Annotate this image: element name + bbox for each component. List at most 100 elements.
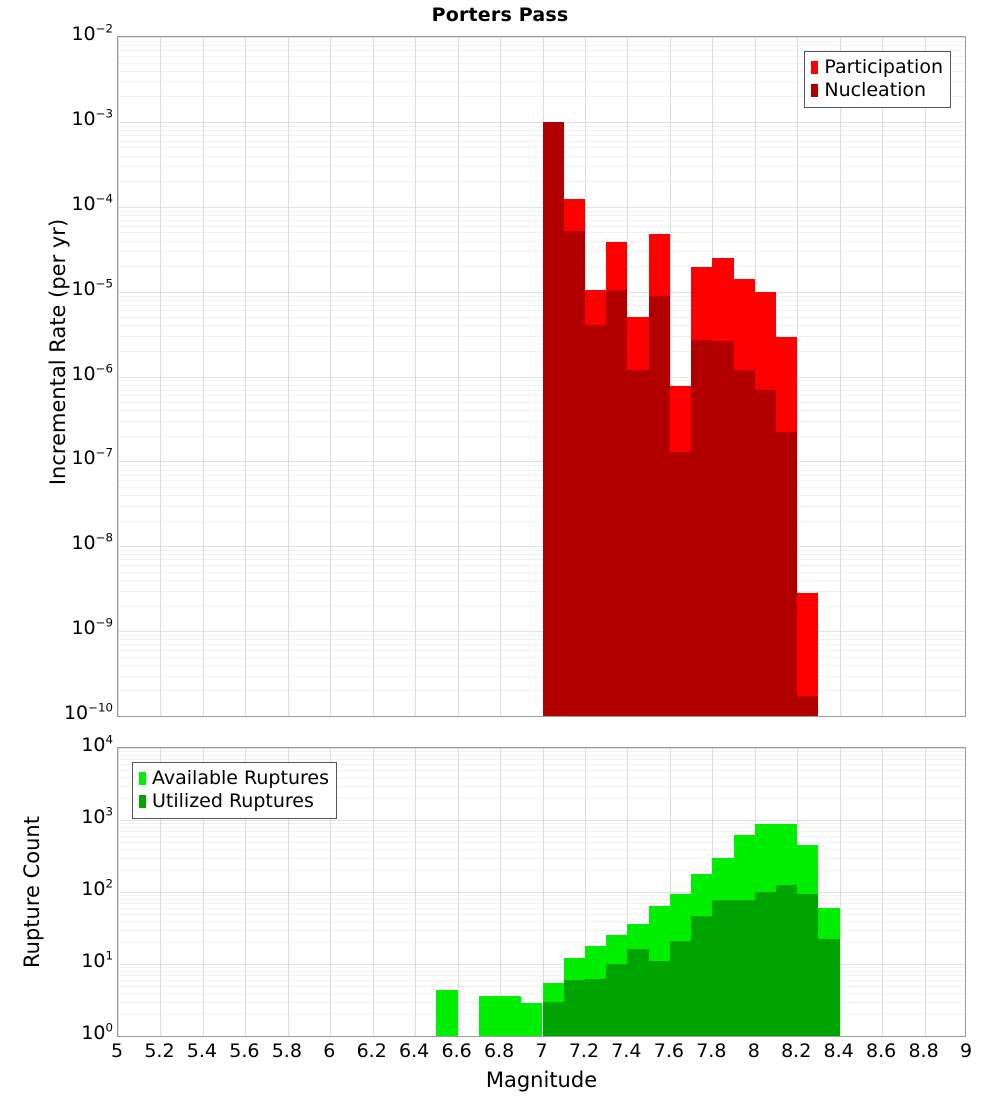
y-tick-label: 103 xyxy=(81,804,113,828)
bar-nucleation xyxy=(691,339,713,716)
bar-utilized-ruptures xyxy=(542,1001,564,1036)
y-tick-label: 102 xyxy=(81,876,113,900)
bar-utilized-ruptures xyxy=(563,979,585,1036)
bar-group xyxy=(797,748,819,1036)
bar-group xyxy=(733,37,755,716)
x-tick-label: 6.8 xyxy=(483,1040,515,1062)
x-tick-label: 7.2 xyxy=(568,1040,600,1062)
bar-group xyxy=(606,748,628,1036)
bar-nucleation xyxy=(648,296,670,716)
y-tick-label: 101 xyxy=(81,948,113,972)
bar-nucleation xyxy=(797,696,819,716)
x-tick-label: 7.6 xyxy=(653,1040,684,1062)
y-tick-label: 10−7 xyxy=(71,446,113,470)
x-tick-label: 7.4 xyxy=(611,1040,642,1062)
bar-group xyxy=(754,37,776,716)
bar-available-ruptures xyxy=(521,1002,543,1036)
x-tick-label: 8.6 xyxy=(865,1040,897,1062)
bar-utilized-ruptures xyxy=(584,978,607,1036)
bar-group xyxy=(775,748,798,1036)
participation-swatch-icon xyxy=(811,61,819,74)
x-tick-label: 6.6 xyxy=(441,1040,472,1062)
bar-utilized-ruptures xyxy=(797,893,819,1036)
bar-group xyxy=(775,37,798,716)
bar-nucleation xyxy=(584,325,607,716)
bar-group xyxy=(818,748,840,1036)
bar-nucleation xyxy=(542,121,564,716)
legend-item-utilized-ruptures[interactable]: Utilized Ruptures xyxy=(139,790,329,813)
nucleation-swatch-icon xyxy=(811,84,819,97)
bar-group xyxy=(669,37,692,716)
y-tick-label: 10−6 xyxy=(71,361,113,385)
bar-utilized-ruptures xyxy=(733,899,755,1036)
bottom-chart-bars xyxy=(118,748,965,1036)
y-tick-label: 10−8 xyxy=(71,530,113,555)
y-tick-label: 100 xyxy=(81,1020,113,1044)
bar-group xyxy=(797,37,819,716)
legend-label-utilized-ruptures: Utilized Ruptures xyxy=(152,790,314,812)
bar-utilized-ruptures xyxy=(669,940,692,1036)
legend-label-nucleation: Nucleation xyxy=(824,79,927,101)
x-tick-label: 6.4 xyxy=(399,1040,430,1062)
bar-group xyxy=(669,748,692,1036)
y-tick-label: 10−9 xyxy=(71,615,113,640)
y-tick-label: 10−2 xyxy=(71,21,113,45)
bar-utilized-ruptures xyxy=(775,885,798,1036)
x-tick-label: 8 xyxy=(747,1040,760,1062)
bar-nucleation xyxy=(754,389,776,716)
bar-group xyxy=(584,748,607,1036)
x-tick-label: 7 xyxy=(535,1040,548,1062)
legend-label-participation: Participation xyxy=(824,56,943,78)
bar-group xyxy=(648,37,670,716)
y-tick-label: 104 xyxy=(81,732,113,756)
top-chart-y-axis-ticks: 10−2 10−3 10−4 10−5 10−6 10−7 10−8 10−9 10−10 xyxy=(0,23,113,723)
x-tick-label: 6 xyxy=(323,1040,336,1062)
bar-nucleation xyxy=(733,369,755,716)
x-tick-label: 8.2 xyxy=(781,1040,812,1062)
bar-group xyxy=(627,748,649,1036)
bar-group xyxy=(521,748,543,1036)
x-tick-label: 5.8 xyxy=(271,1040,302,1062)
x-tick-label: 5.6 xyxy=(229,1040,260,1062)
x-tick-label: 6.2 xyxy=(356,1040,387,1062)
x-axis-ticks: 5 5.2 5.4 5.6 5.8 6 6.2 6.4 6.6 6.8 7 7.2 7.4 7.6 7.8 8… xyxy=(111,1040,972,1066)
y-tick-label: 10−10 xyxy=(63,700,113,724)
bar-group xyxy=(584,37,607,716)
bar-group xyxy=(754,748,776,1036)
utilized-ruptures-swatch-icon xyxy=(139,795,146,808)
bar-group xyxy=(691,748,713,1036)
rupture-count-plot: Available Ruptures Utilized Ruptures xyxy=(117,747,966,1037)
bar-participation xyxy=(797,593,819,716)
bottom-chart-y-axis-ticks: 104 103 102 101 100 xyxy=(0,734,113,1043)
bar-nucleation xyxy=(563,230,585,716)
top-chart-bars xyxy=(118,37,965,716)
y-tick-label: 10−5 xyxy=(71,276,113,300)
y-tick-label: 10−4 xyxy=(71,191,113,215)
bar-utilized-ruptures xyxy=(606,964,628,1036)
bar-group xyxy=(500,748,522,1036)
legend-item-nucleation[interactable]: Nucleation xyxy=(811,79,943,102)
bottom-chart-legend: Available Ruptures Utilized Ruptures xyxy=(132,762,337,819)
bar-nucleation xyxy=(627,369,649,716)
bar-group xyxy=(712,37,734,716)
bar-utilized-ruptures xyxy=(648,961,670,1036)
bar-available-ruptures xyxy=(478,995,501,1036)
x-tick-label: 9 xyxy=(959,1040,973,1062)
y-tick-label: 10−3 xyxy=(71,106,113,130)
x-tick-label: 8.8 xyxy=(908,1040,939,1062)
legend-item-participation[interactable]: Participation xyxy=(811,56,943,79)
bar-group xyxy=(691,37,713,716)
legend-item-available-ruptures[interactable]: Available Ruptures xyxy=(139,767,329,790)
bar-group xyxy=(712,748,734,1036)
x-tick-label: 5.2 xyxy=(144,1040,175,1062)
bar-nucleation xyxy=(712,341,734,716)
bar-group xyxy=(648,748,670,1036)
bottom-chart-y-axis-label: Rupture Count xyxy=(20,816,44,968)
bar-utilized-ruptures xyxy=(691,915,713,1036)
bar-group xyxy=(542,37,564,716)
bar-group xyxy=(733,748,755,1036)
bar-nucleation xyxy=(775,432,798,716)
bar-nucleation xyxy=(606,289,628,716)
x-tick-label: 7.8 xyxy=(696,1040,727,1062)
x-tick-label: 8.4 xyxy=(823,1040,854,1062)
